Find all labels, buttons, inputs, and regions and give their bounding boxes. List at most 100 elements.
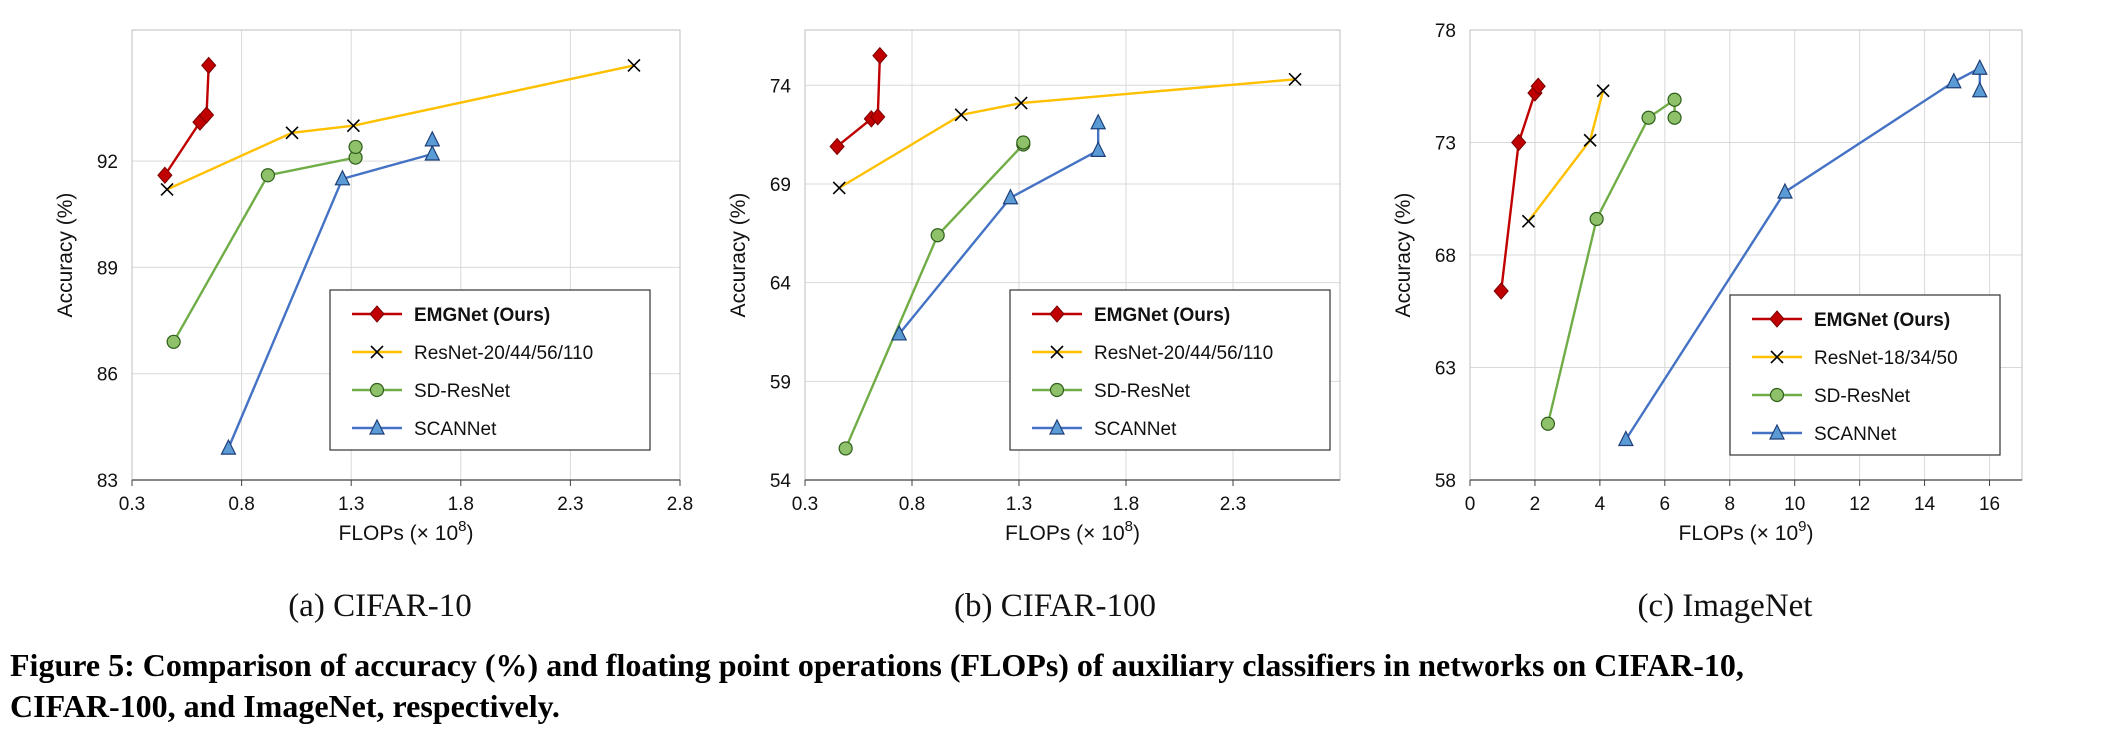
legend-entry: SD-ResNet xyxy=(1752,386,1911,407)
series-diamond xyxy=(829,46,888,156)
data-point xyxy=(1667,92,1682,107)
x-marker-stroke xyxy=(370,345,384,359)
legend-entry: ResNet-18/34/50 xyxy=(1752,348,1958,369)
legend-circle-icon xyxy=(1769,387,1785,403)
x-marker-stroke xyxy=(285,126,299,140)
data-point xyxy=(872,46,888,65)
x-tick-label: 12 xyxy=(1849,494,1870,515)
legend-label: EMGNet (Ours) xyxy=(1094,305,1230,326)
legend: EMGNet (Ours) ResNet-18/34/50 SD-ResNet SCA… xyxy=(1729,294,2001,456)
series-line xyxy=(898,122,1100,335)
data-point xyxy=(1014,96,1028,110)
y-axis-label: Accuracy (%) xyxy=(727,193,750,318)
x-axis-label: FLOPs (× 108) xyxy=(339,518,474,545)
x-tick-label: 4 xyxy=(1595,494,1606,515)
data-point xyxy=(1641,110,1656,125)
legend-entry: EMGNet (Ours) xyxy=(1752,310,1950,331)
data-point xyxy=(1583,133,1597,147)
x-marker-stroke xyxy=(1014,96,1028,110)
data-point xyxy=(285,126,299,140)
legend-diamond-icon xyxy=(1049,305,1065,323)
x-tick-label: 8 xyxy=(1724,494,1735,515)
legend-label: ResNet-20/44/56/110 xyxy=(1094,343,1273,364)
series-x xyxy=(160,58,641,197)
x-tick-label: 0.8 xyxy=(899,494,925,515)
y-tick-label: 63 xyxy=(1435,359,1456,380)
series-x xyxy=(832,72,1302,195)
legend: EMGNet (Ours) ResNet-20/44/56/110 SD-ResNe… xyxy=(329,289,651,451)
data-point xyxy=(1530,77,1546,96)
data-point xyxy=(1016,135,1031,150)
y-tick-label: 58 xyxy=(1435,471,1456,492)
x-marker-stroke xyxy=(1050,345,1064,359)
figure-caption-line-2: CIFAR-100, and ImageNet, respectively. xyxy=(10,688,560,724)
data-point xyxy=(1090,141,1107,157)
series-line xyxy=(838,78,1296,189)
x-marker-stroke xyxy=(954,108,968,122)
data-point xyxy=(201,56,217,75)
series-triangle xyxy=(220,130,441,455)
data-point xyxy=(954,108,968,122)
data-point xyxy=(832,181,846,195)
x-marker-stroke xyxy=(1288,72,1302,86)
x-marker-stroke xyxy=(160,182,174,197)
data-point xyxy=(1589,211,1604,227)
data-point xyxy=(838,441,853,456)
legend-label: SCANNet xyxy=(1094,419,1177,440)
subfigure-caption-c: (c) ImageNet xyxy=(1637,588,1813,624)
y-tick-label: 86 xyxy=(97,365,118,386)
y-tick-label: 54 xyxy=(770,471,792,492)
series-line xyxy=(1546,98,1676,425)
legend-entry: EMGNet (Ours) xyxy=(1032,305,1230,326)
series-diamond xyxy=(1493,77,1546,300)
x-tick-label: 16 xyxy=(1979,494,2000,515)
legend-label: EMGNet (Ours) xyxy=(1814,310,1950,331)
data-point xyxy=(334,169,351,186)
y-tick-label: 92 xyxy=(97,152,118,173)
legend-label: SD-ResNet xyxy=(1094,381,1191,402)
series-circle xyxy=(166,139,363,349)
x-tick-label: 2 xyxy=(1530,494,1541,515)
x-tick-label: 1.3 xyxy=(1006,494,1032,515)
legend-box xyxy=(329,289,651,451)
data-point xyxy=(198,106,215,124)
series-line xyxy=(1499,92,1537,292)
data-point xyxy=(424,130,441,147)
data-point xyxy=(220,438,237,455)
x-tick-label: 2.3 xyxy=(557,494,583,515)
legend-label: ResNet-20/44/56/110 xyxy=(414,343,593,364)
legend-entry: ResNet-20/44/56/110 xyxy=(1032,343,1273,364)
chart-panel-1: 0.3 0.8 1.3 1.8 2.3 2.8 83 86 89 92 FLOPs (× 108) A… xyxy=(54,29,693,545)
data-point xyxy=(829,137,845,156)
legend-entry: SCANNet xyxy=(1752,423,1897,445)
legend-box xyxy=(1009,289,1331,451)
y-tick-label: 64 xyxy=(770,274,792,295)
y-axis-label: Accuracy (%) xyxy=(54,193,77,318)
x-marker-stroke xyxy=(1583,133,1597,147)
legend-label: SD-ResNet xyxy=(414,381,511,402)
data-point xyxy=(1493,282,1509,300)
y-tick-label: 74 xyxy=(770,76,792,97)
figure-caption: Figure 5: Comparison of accuracy (%) and… xyxy=(10,645,2095,727)
x-tick-label: 0 xyxy=(1465,494,1476,515)
legend-diamond-icon xyxy=(1769,310,1785,328)
legend-x-icon xyxy=(1050,345,1064,359)
x-tick-label: 6 xyxy=(1660,494,1671,515)
data-point xyxy=(1945,72,1962,89)
y-tick-label: 89 xyxy=(97,258,118,279)
x-tick-label: 1.8 xyxy=(448,494,474,515)
x-marker-stroke xyxy=(346,119,360,133)
legend-label: EMGNet (Ours) xyxy=(414,305,550,326)
data-point xyxy=(1540,416,1556,431)
legend-x-icon xyxy=(1770,350,1784,364)
x-axis-label: FLOPs (× 108) xyxy=(1005,518,1140,545)
data-point xyxy=(1288,72,1302,86)
x-marker-stroke xyxy=(1596,84,1610,98)
x-tick-label: 1.8 xyxy=(1113,494,1139,515)
y-tick-label: 78 xyxy=(1435,21,1456,42)
legend-triangle-icon xyxy=(1049,418,1065,435)
x-tick-label: 0.3 xyxy=(119,494,145,515)
x-tick-label: 10 xyxy=(1784,494,1805,515)
legend-triangle-icon xyxy=(369,418,385,435)
